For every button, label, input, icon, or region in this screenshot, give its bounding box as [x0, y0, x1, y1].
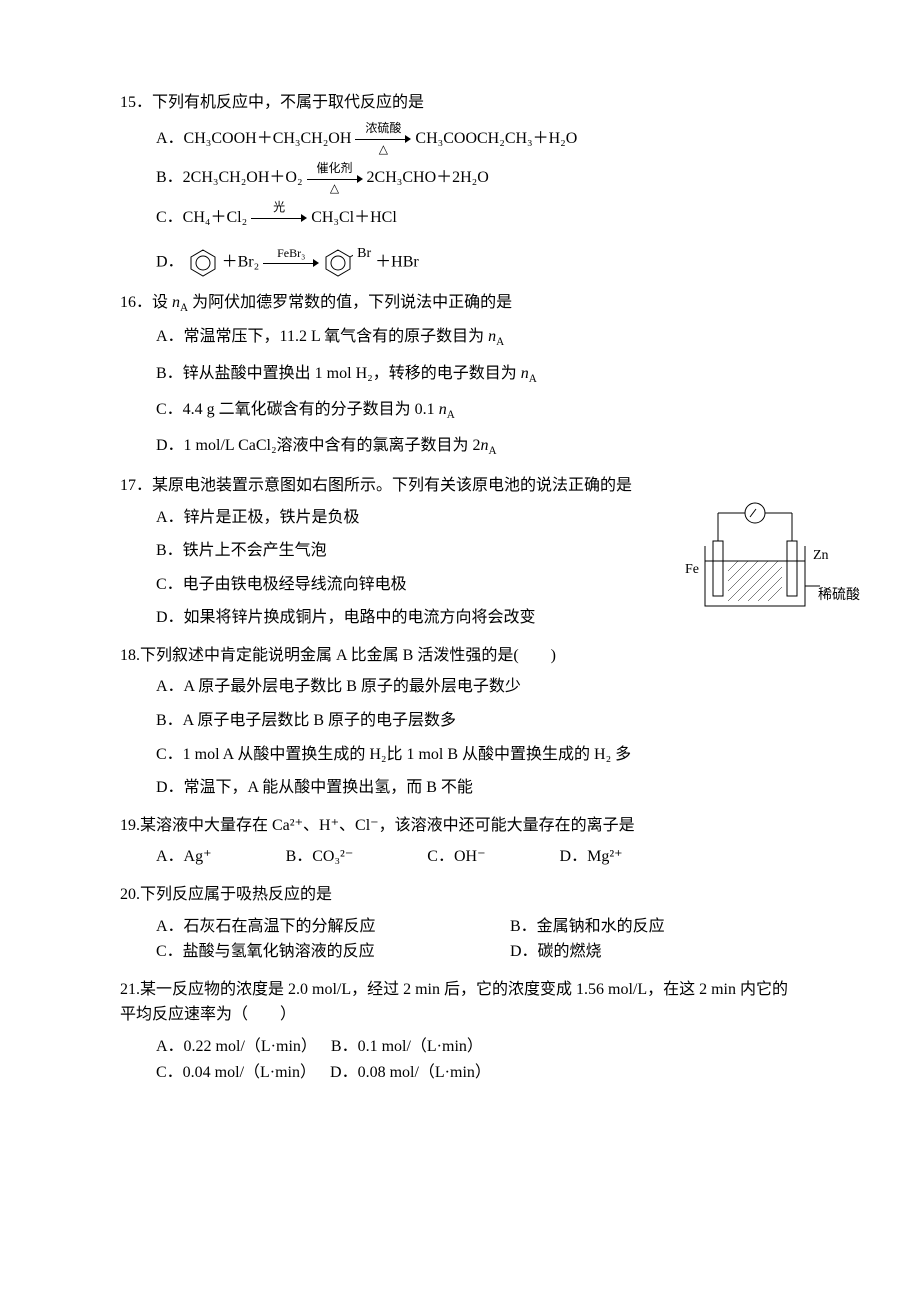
q21-stem: 21.某一反应物的浓度是 2.0 mol/L，经过 2 min 后，它的浓度变成…	[120, 977, 800, 1028]
q20-option-d: D．碳的燃烧	[510, 939, 602, 965]
q16-b-sub: A	[529, 373, 537, 385]
q15-d-post: ＋HBr	[375, 254, 419, 271]
q16-na: n	[172, 294, 180, 311]
q19-option-b: B．CO₃²⁻	[286, 844, 354, 870]
q18-option-b: B．A 原子电子层数比 B 原子的电子层数多	[156, 708, 800, 734]
q15-option-d: D． ＋Br₂ FeBr₃ Br ＋HBr	[156, 248, 800, 278]
arrow-bottom-label: △	[307, 179, 363, 198]
reaction-arrow: 催化剂 △	[307, 173, 363, 185]
q21-option-a: A．0.22 mol/（L·min）	[156, 1034, 317, 1060]
q21-options: A．0.22 mol/（L·min） B．0.1 mol/（L·min） C．0…	[120, 1034, 800, 1085]
q18-option-d: D．常温下，A 能从酸中置换出氢，而 B 不能	[156, 775, 800, 801]
q15-c-pre: C．CH₄＋Cl₂	[156, 209, 247, 226]
q16-stem-post: 为阿伏加德罗常数的值，下列说法中正确的是	[188, 294, 512, 311]
zn-label: Zn	[813, 548, 829, 563]
arrow-top-label: 光	[251, 198, 307, 217]
q16-c-na: n	[439, 401, 447, 418]
q16-option-c: C．4.4 g 二氧化碳含有的分子数目为 0.1 nA	[156, 397, 800, 425]
arrow-top-label: 浓硫酸	[355, 119, 411, 138]
q16-stem: 16．设 nA 为阿伏加德罗常数的值，下列说法中正确的是	[120, 290, 800, 318]
q18-options: A．A 原子最外层电子数比 B 原子的最外层电子数少 B．A 原子电子层数比 B…	[120, 674, 800, 800]
q16-options: A．常温常压下，11.2 L 氧气含有的原子数目为 nA B．锌从盐酸中置换出 …	[120, 324, 800, 460]
reaction-arrow: 浓硫酸 △	[355, 133, 411, 145]
question-19: 19.某溶液中大量存在 Ca²⁺、H⁺、Cl⁻，该溶液中还可能大量存在的离子是 …	[120, 813, 800, 870]
q18-option-c: C．1 mol A 从酸中置换生成的 H₂比 1 mol B 从酸中置换生成的 …	[156, 742, 800, 768]
q19-option-c: C．OH⁻	[427, 844, 485, 870]
q20-stem: 20.下列反应属于吸热反应的是	[120, 882, 800, 908]
q16-option-d: D．1 mol/L CaCl₂溶液中含有的氯离子数目为 2nA	[156, 433, 800, 461]
q16-stem-pre: 16．设	[120, 294, 172, 311]
q19-option-a: A．Ag⁺	[156, 844, 212, 870]
q16-c-text: C．4.4 g 二氧化碳含有的分子数目为 0.1	[156, 401, 439, 418]
question-17: 17．某原电池装置示意图如右图所示。下列有关该原电池的说法正确的是 Fe Zn …	[120, 473, 800, 631]
q16-b-na: n	[521, 365, 529, 382]
q21-option-d: D．0.08 mol/（L·min）	[330, 1060, 491, 1086]
q18-option-a: A．A 原子最外层电子数比 B 原子的最外层电子数少	[156, 674, 800, 700]
q15-a-post: CH₃COOCH₂CH₃＋H₂O	[415, 130, 577, 147]
q16-b-text: B．锌从盐酸中置换出 1 mol H₂，转移的电子数目为	[156, 365, 521, 382]
q17-stem: 17．某原电池装置示意图如右图所示。下列有关该原电池的说法正确的是	[120, 473, 800, 499]
q15-a-pre: A．CH₃COOH＋CH₃CH₂OH	[156, 130, 351, 147]
q20-option-b: B．金属钠和水的反应	[510, 914, 665, 940]
question-16: 16．设 nA 为阿伏加德罗常数的值，下列说法中正确的是 A．常温常压下，11.…	[120, 290, 800, 461]
q21-option-c: C．0.04 mol/（L·min）	[156, 1060, 316, 1086]
q15-options: A．CH₃COOH＋CH₃CH₂OH 浓硫酸 △ CH₃COOCH₂CH₃＋H₂…	[120, 126, 800, 279]
q15-c-post: CH₃Cl＋HCl	[311, 209, 397, 226]
reaction-arrow: 光	[251, 212, 307, 224]
q16-a-text: A．常温常压下，11.2 L 氧气含有的原子数目为	[156, 328, 488, 345]
arrow-bottom-label: △	[355, 140, 411, 159]
galvanic-cell-diagram: Fe Zn	[680, 501, 830, 631]
q19-stem: 19.某溶液中大量存在 Ca²⁺、H⁺、Cl⁻，该溶液中还可能大量存在的离子是	[120, 813, 800, 839]
q21-option-b: B．0.1 mol/（L·min）	[331, 1034, 483, 1060]
q16-option-a: A．常温常压下，11.2 L 氧气含有的原子数目为 nA	[156, 324, 800, 352]
arrow-top-label: FeBr₃	[263, 244, 319, 263]
q15-b-pre: B．2CH₃CH₂OH＋O₂	[156, 169, 303, 186]
q15-d-br-label: Br	[357, 246, 371, 261]
q16-option-b: B．锌从盐酸中置换出 1 mol H₂，转移的电子数目为 nA	[156, 361, 800, 389]
electrolyte-label: 稀硫酸	[818, 585, 860, 607]
question-15: 15．下列有机反应中，不属于取代反应的是 A．CH₃COOH＋CH₃CH₂OH …	[120, 90, 800, 278]
fe-label: Fe	[685, 562, 699, 577]
q16-d-text: D．1 mol/L CaCl₂溶液中含有的氯离子数目为 2	[156, 437, 481, 454]
question-20: 20.下列反应属于吸热反应的是 A．石灰石在高温下的分解反应 B．金属钠和水的反…	[120, 882, 800, 965]
q15-option-b: B．2CH₃CH₂OH＋O₂ 催化剂 △ 2CH₃CHO＋2H₂O	[156, 165, 800, 191]
q15-stem: 15．下列有机反应中，不属于取代反应的是	[120, 90, 800, 116]
q16-c-sub: A	[447, 409, 455, 421]
reaction-arrow: FeBr₃	[263, 257, 319, 269]
question-21: 21.某一反应物的浓度是 2.0 mol/L，经过 2 min 后，它的浓度变成…	[120, 977, 800, 1085]
q15-option-a: A．CH₃COOH＋CH₃CH₂OH 浓硫酸 △ CH₃COOCH₂CH₃＋H₂…	[156, 126, 800, 152]
q19-option-d: D．Mg²⁺	[560, 844, 623, 870]
benzene-br-icon	[323, 248, 353, 278]
q16-a-na: n	[488, 328, 496, 345]
q16-sub: A	[180, 303, 188, 315]
arrow-top-label: 催化剂	[307, 159, 363, 178]
q20-option-a: A．石灰石在高温下的分解反应	[156, 914, 436, 940]
q20-options: A．石灰石在高温下的分解反应 B．金属钠和水的反应 C．盐酸与氢氧化钠溶液的反应…	[120, 914, 800, 965]
benzene-icon	[188, 248, 218, 278]
q16-d-na: n	[481, 437, 489, 454]
q15-option-c: C．CH₄＋Cl₂ 光 CH₃Cl＋HCl	[156, 205, 800, 231]
q15-b-post: 2CH₃CHO＋2H₂O	[367, 169, 489, 186]
q19-options: A．Ag⁺ B．CO₃²⁻ C．OH⁻ D．Mg²⁺	[120, 844, 800, 870]
q16-a-sub: A	[496, 337, 504, 349]
q20-option-c: C．盐酸与氢氧化钠溶液的反应	[156, 939, 436, 965]
q16-d-sub: A	[489, 445, 497, 457]
q18-stem: 18.下列叙述中肯定能说明金属 A 比金属 B 活泼性强的是( )	[120, 643, 800, 669]
question-18: 18.下列叙述中肯定能说明金属 A 比金属 B 活泼性强的是( ) A．A 原子…	[120, 643, 800, 801]
q15-d-br2: ＋Br₂	[222, 254, 260, 271]
q15-d-pre: D．	[156, 254, 184, 271]
